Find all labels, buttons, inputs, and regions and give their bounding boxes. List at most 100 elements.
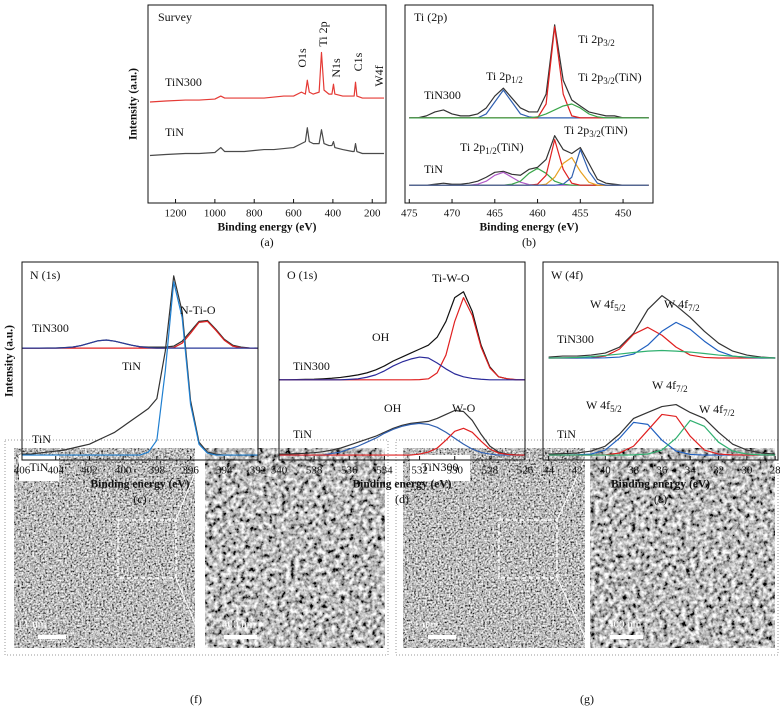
sem-image-zoom bbox=[205, 448, 385, 648]
x-tick-label: 38 bbox=[628, 465, 640, 477]
annotation-subscript: 7/2 bbox=[723, 408, 735, 418]
x-tick-label: 460 bbox=[529, 208, 546, 220]
x-tick-label: 450 bbox=[615, 208, 632, 220]
zoom-line bbox=[175, 577, 206, 649]
annotation-subscript: 3/2 bbox=[589, 129, 601, 139]
annotation: TiN300 bbox=[165, 75, 202, 89]
spectrum-line bbox=[279, 291, 525, 381]
annotation: N1s bbox=[329, 58, 343, 78]
annotation: W 4f5/2 bbox=[590, 297, 626, 313]
x-tick-label: 30 bbox=[741, 465, 753, 477]
x-tick-label: 402 bbox=[81, 465, 98, 477]
annotation: C1s bbox=[351, 52, 365, 71]
x-axis-label: Binding energy (eV) bbox=[352, 479, 451, 491]
panel-title: O (1s) bbox=[287, 268, 317, 282]
annotation: Ti 2p1/2(TiN) bbox=[460, 140, 524, 156]
y-axis-label: Intensity (a.u.) bbox=[4, 325, 16, 397]
sem-image-zoom bbox=[590, 448, 775, 648]
spectrum-line bbox=[22, 275, 258, 456]
micrograph-frame bbox=[395, 439, 779, 656]
annotation-text: Ti 2p bbox=[578, 70, 603, 84]
annotation-text: W 4f bbox=[699, 402, 723, 416]
x-tick-label: 1200 bbox=[165, 208, 188, 220]
sem-image bbox=[403, 448, 585, 648]
plot-frame bbox=[542, 261, 779, 461]
caption: (g) bbox=[580, 692, 594, 706]
spectrum-line bbox=[548, 295, 776, 359]
x-tick-label: 455 bbox=[572, 208, 589, 220]
annotation: TiN300 bbox=[32, 321, 69, 335]
annotation: W4f bbox=[372, 65, 386, 86]
plot bbox=[548, 295, 776, 456]
x-tick-label: 1000 bbox=[204, 208, 227, 220]
sample-label: TiN bbox=[30, 460, 49, 474]
scale-bar-label: 400 nm bbox=[608, 619, 642, 631]
annotation-subscript: 1/2 bbox=[485, 146, 497, 156]
x-tick-label: 396 bbox=[182, 465, 199, 477]
spectrum-line bbox=[409, 156, 649, 186]
x-tick-label: 392 bbox=[250, 465, 267, 477]
plot-frame bbox=[404, 4, 654, 204]
caption: (b) bbox=[522, 235, 536, 249]
annotation-text: W 4f bbox=[590, 297, 614, 311]
panel-title: W (4f) bbox=[551, 268, 583, 282]
x-tick-label: 475 bbox=[401, 208, 418, 220]
scale-bar-label: 400 nm bbox=[222, 619, 256, 631]
sem-image bbox=[14, 448, 195, 648]
plot bbox=[279, 291, 525, 456]
annotation-subscript: 7/2 bbox=[688, 303, 700, 313]
zoom-region bbox=[117, 519, 177, 579]
x-tick-label: 600 bbox=[285, 208, 302, 220]
x-tick-label: 538 bbox=[306, 465, 323, 477]
annotation-text: Ti 2p bbox=[460, 140, 485, 154]
x-axis-label: Binding energy (eV) bbox=[611, 479, 710, 491]
annotation-subscript: 3/2 bbox=[603, 76, 615, 86]
x-tick-label: 40 bbox=[600, 465, 612, 477]
x-tick-label: 400 bbox=[115, 465, 132, 477]
spectrum-line bbox=[409, 135, 649, 186]
caption: (d) bbox=[395, 492, 409, 506]
annotation: W 4f7/2 bbox=[699, 402, 735, 418]
x-tick-label: 526 bbox=[517, 465, 534, 477]
spectrum-line bbox=[409, 103, 649, 119]
annotation-text: W 4f bbox=[652, 378, 676, 392]
x-tick-label: 465 bbox=[487, 208, 504, 220]
x-tick-label: 34 bbox=[685, 465, 697, 477]
plot bbox=[22, 275, 258, 456]
annotation: Ti 2p3/2 bbox=[578, 32, 615, 48]
caption: (c) bbox=[133, 492, 146, 506]
spectrum-line bbox=[548, 403, 776, 455]
x-tick-label: 200 bbox=[364, 208, 381, 220]
annotation: O1s bbox=[295, 48, 309, 68]
spectrum-line bbox=[149, 127, 385, 157]
spectrum-line bbox=[409, 139, 649, 186]
micrograph-frame bbox=[4, 439, 389, 656]
scale-bar-label: 1 um bbox=[414, 619, 437, 631]
sample-label: TiN300 bbox=[422, 460, 459, 474]
x-tick-label: 400 bbox=[325, 208, 342, 220]
x-axis-label: Binding energy (eV) bbox=[217, 222, 316, 234]
annotation-text: Ti 2p bbox=[578, 32, 603, 46]
x-tick-label: 404 bbox=[47, 465, 64, 477]
annotation-text: W 4f bbox=[586, 398, 610, 412]
annotation-suffix: (TiN) bbox=[615, 70, 642, 84]
annotation-suffix: (TiN) bbox=[601, 123, 628, 137]
panel-title: Ti (2p) bbox=[414, 10, 447, 24]
x-tick-label: 532 bbox=[411, 465, 428, 477]
x-tick-label: 800 bbox=[246, 208, 263, 220]
annotation-subscript: 5/2 bbox=[614, 303, 626, 313]
caption: (f) bbox=[190, 692, 202, 706]
annotation-text: Ti 2p bbox=[486, 69, 511, 83]
x-tick-label: 42 bbox=[571, 465, 582, 477]
x-tick-label: 470 bbox=[444, 208, 461, 220]
plot bbox=[149, 51, 385, 157]
annotation: OH bbox=[372, 330, 390, 344]
spectrum-line bbox=[548, 419, 776, 456]
annotation-subscript: 1/2 bbox=[511, 75, 523, 85]
annotation: TiN bbox=[165, 125, 184, 139]
x-axis-label: Binding energy (eV) bbox=[90, 479, 189, 491]
annotation: Ti 2p3/2(TiN) bbox=[578, 70, 642, 86]
annotation-text: Ti 2p bbox=[564, 123, 589, 137]
